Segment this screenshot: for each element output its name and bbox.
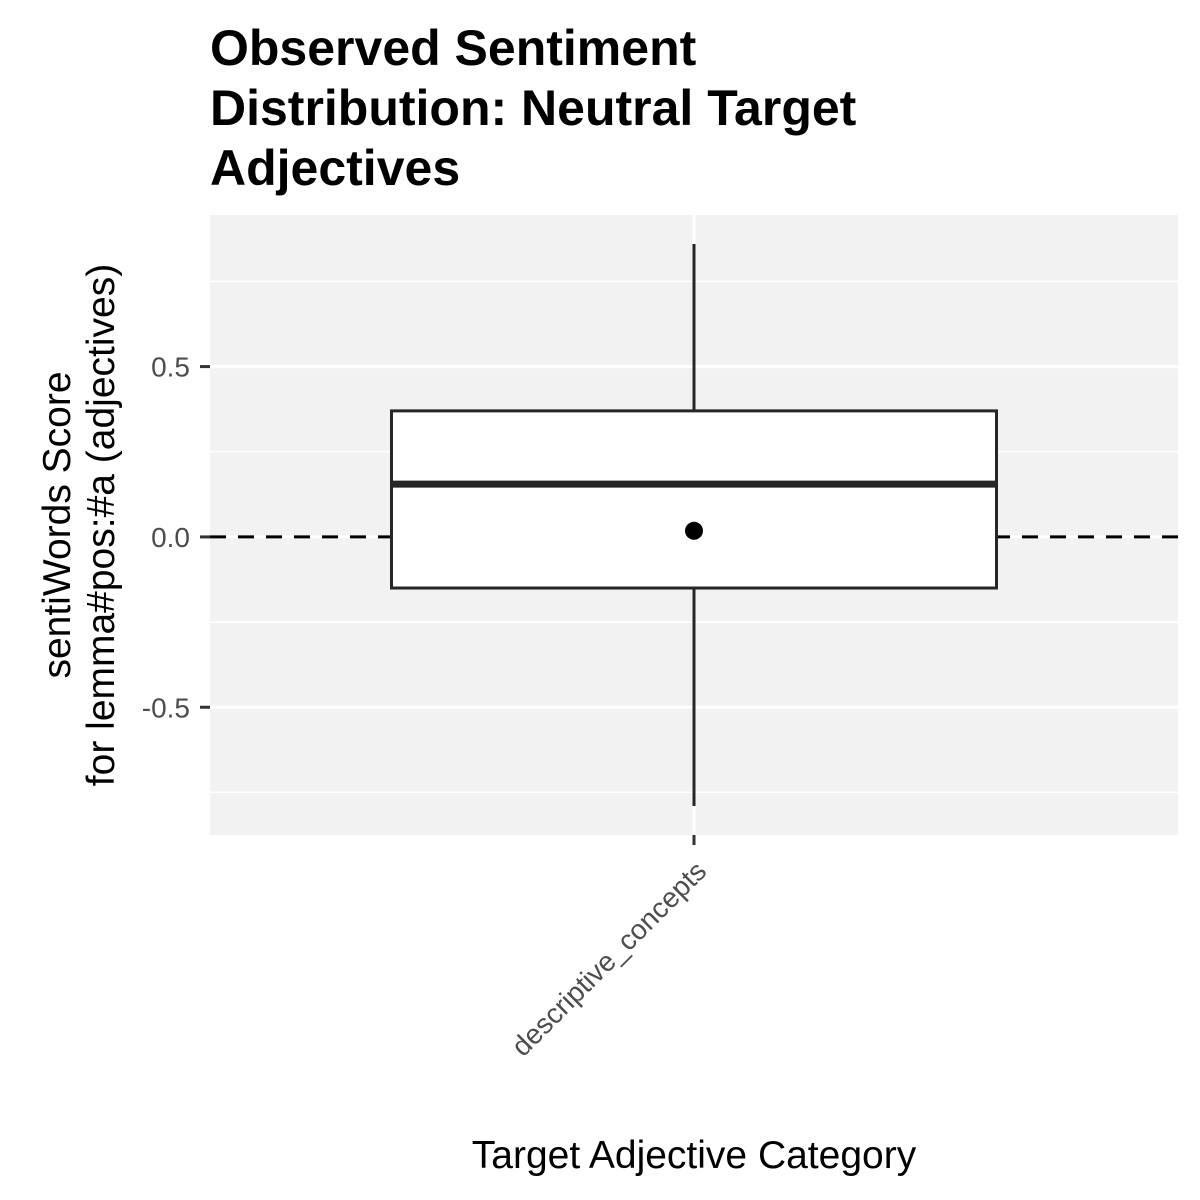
chart-title: Observed Sentiment Distribution: Neutral…: [210, 18, 1110, 198]
y-axis-title: sentiWords Score for lemma#pos:#a (adjec…: [36, 264, 123, 786]
box-layer: [390, 243, 998, 807]
y-tick-label: 0.5: [151, 352, 190, 383]
mean-point: [685, 521, 703, 540]
y-axis-title-line-2: for lemma#pos:#a (adjectives): [80, 264, 123, 786]
y-tick-label: 0.0: [151, 522, 190, 553]
x-axis-title: Target Adjective Category: [472, 1134, 917, 1177]
interquartile-box: [390, 409, 998, 590]
chart-title-line-2: Distribution: Neutral Target: [210, 80, 857, 136]
box-descriptive_concepts: [390, 243, 998, 807]
y-tick-label: -0.5: [142, 692, 190, 723]
y-axis: -0.5 0.0 0.5: [142, 352, 210, 723]
x-tick-label: descriptive_concepts: [505, 855, 712, 1062]
y-axis-title-line-1: sentiWords Score: [36, 371, 79, 678]
chart-title-line-1: Observed Sentiment: [210, 20, 697, 76]
chart-title-line-3: Adjectives: [210, 140, 461, 196]
x-axis: descriptive_concepts: [505, 835, 712, 1062]
